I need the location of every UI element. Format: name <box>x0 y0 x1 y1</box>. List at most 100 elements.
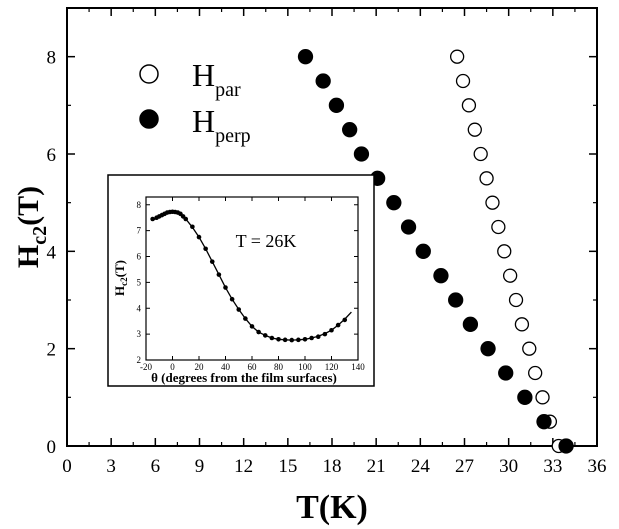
inset-point <box>296 337 301 343</box>
inset-xtick-labels: -20 0 20 40 60 80 100 120 140 <box>140 362 365 372</box>
inset-point <box>243 316 248 321</box>
point-hperp <box>433 268 449 284</box>
main-series-layer <box>297 49 574 454</box>
inset-xtick-label: 100 <box>298 362 312 372</box>
point-hperp <box>462 316 479 332</box>
inset-point <box>190 224 195 230</box>
main-xtick-label: 0 <box>62 456 72 477</box>
main-xtick-label: 33 <box>543 456 562 477</box>
inset-xtick-label: 120 <box>325 362 339 372</box>
legend-marker-perp <box>139 109 159 129</box>
inset-background <box>107 174 375 387</box>
point-hpar <box>514 317 530 332</box>
inset-point <box>183 216 189 222</box>
inset-xtick-label: -20 <box>140 362 152 372</box>
inset-point <box>269 335 275 341</box>
point-hperp <box>498 365 514 381</box>
point-hpar <box>497 244 512 259</box>
inset-point <box>335 322 341 328</box>
point-hpar <box>535 390 550 405</box>
inset-point <box>309 335 314 341</box>
svg-text:Hc2(T): Hc2(T) <box>112 260 129 296</box>
inset-ylabel: Hc2(T) <box>112 260 129 296</box>
inset-points-layer <box>150 209 348 343</box>
point-hpar <box>491 219 506 235</box>
point-hperp <box>386 195 402 211</box>
legend-label-perp: Hperp <box>192 103 251 147</box>
main-legend: Hpar Hperp <box>139 57 251 147</box>
point-hperp <box>517 389 533 405</box>
inset-point <box>289 337 295 343</box>
point-hpar <box>508 292 524 308</box>
point-hpar <box>502 268 518 283</box>
inset-annotation: T = 26K <box>236 231 297 251</box>
main-ytick-label: 2 <box>47 340 57 361</box>
main-ylabel: Hc2(T) <box>12 186 51 268</box>
point-hperp <box>558 438 574 454</box>
svg-text:Hc2(T): Hc2(T) <box>12 186 51 268</box>
inset-point <box>196 234 202 240</box>
point-hpar <box>461 98 477 113</box>
main-ytick-labels: 0 2 4 6 8 <box>47 48 57 458</box>
inset-ylabel-sub: c2 <box>119 277 129 286</box>
main-xtick-label: 27 <box>455 456 474 477</box>
inset-ytick-label: 6 <box>137 252 142 262</box>
main-ytick-label: 6 <box>47 145 57 166</box>
main-ylabel-sub: c2 <box>29 226 51 245</box>
point-hperp <box>342 122 358 138</box>
inset-xtick-label: 0 <box>170 362 175 372</box>
inset-point <box>249 324 255 329</box>
inset-point <box>329 327 334 333</box>
inset-ytick-label: 3 <box>137 329 142 339</box>
point-hpar <box>455 73 471 89</box>
point-hperp <box>480 341 496 357</box>
point-hpar <box>528 365 543 381</box>
point-hpar <box>485 195 500 210</box>
main-xtick-label: 9 <box>195 456 205 477</box>
legend-marker-par <box>139 64 159 84</box>
inset-xlabel: θ (degrees from the film surfaces) <box>151 370 337 385</box>
main-xtick-label: 30 <box>499 456 518 477</box>
point-hperp <box>353 146 370 162</box>
point-hpar <box>467 122 482 137</box>
inset-xtick-label: 40 <box>221 362 231 372</box>
inset-xtick-label: 80 <box>274 362 284 372</box>
inset-plot: -20 0 20 40 60 80 100 120 140 2 3 4 5 6 7 8 T = 26K θ … <box>107 174 375 387</box>
inset-axis-ticks <box>145 197 359 361</box>
inset-ytick-label: 4 <box>137 303 142 313</box>
inset-point <box>223 285 228 290</box>
main-ytick-label: 8 <box>47 48 57 69</box>
main-ytick-label: 0 <box>47 437 57 458</box>
main-xtick-label: 3 <box>106 456 116 477</box>
inset-point <box>236 307 242 312</box>
point-hperp <box>448 292 464 308</box>
main-axis-ticks <box>66 7 598 447</box>
inset-point <box>203 246 208 252</box>
inset-xtick-label: 20 <box>195 362 205 372</box>
point-hpar <box>473 146 488 162</box>
inset-point <box>315 334 321 340</box>
main-xtick-label: 36 <box>588 456 607 477</box>
main-ylabel-tail: (T) <box>12 186 45 226</box>
point-hpar <box>449 49 465 64</box>
point-hperp <box>536 414 552 430</box>
inset-xtick-label: 140 <box>351 362 365 372</box>
inset-point <box>256 329 261 335</box>
point-hperp <box>315 73 331 89</box>
point-hpar <box>479 171 494 186</box>
inset-point <box>209 259 215 264</box>
point-hpar <box>522 341 537 356</box>
inset-xtick-label: 60 <box>248 362 258 372</box>
inset-point <box>276 337 281 342</box>
main-ylabel-main: H <box>12 245 45 268</box>
inset-point <box>216 272 222 277</box>
inset-ylabel-tail: (T) <box>112 260 127 277</box>
inset-ylabel-main: H <box>112 286 127 296</box>
inset-ytick-label: 7 <box>137 226 142 236</box>
inset-ytick-labels: 2 3 4 5 6 7 8 <box>137 200 142 365</box>
main-xlabel: T(K) <box>296 489 368 526</box>
point-hperp <box>400 219 417 235</box>
legend-label-par: Hpar <box>192 57 241 101</box>
